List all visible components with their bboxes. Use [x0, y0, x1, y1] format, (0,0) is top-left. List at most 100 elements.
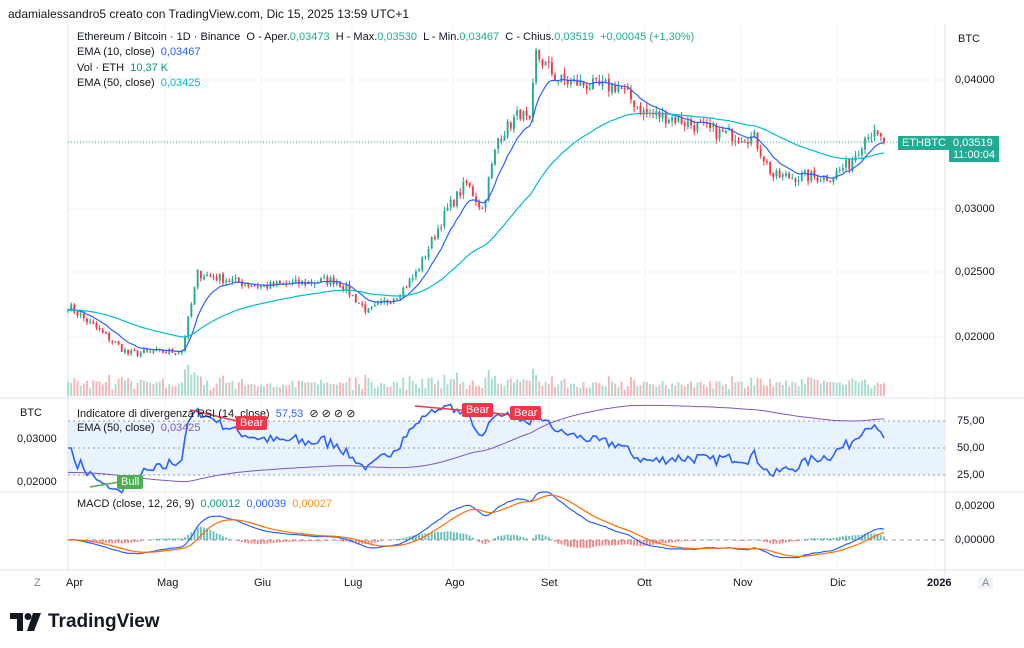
macd-histogram-bar	[168, 538, 171, 540]
macd-histogram-bar	[98, 540, 101, 543]
candle-body	[630, 89, 632, 100]
volume-bar	[206, 380, 209, 396]
volume-bar	[671, 383, 674, 396]
volume-bar	[199, 376, 202, 396]
zoom-button[interactable]: Z	[34, 577, 41, 589]
volume-bar	[864, 379, 866, 396]
macd-tick: 0,00200	[955, 500, 995, 512]
volume-bar	[427, 378, 430, 396]
macd-histogram-bar	[737, 540, 740, 541]
macd-histogram-bar	[690, 540, 693, 541]
macd-histogram-bar	[114, 540, 117, 544]
volume-bar	[769, 378, 772, 396]
volume-bar	[642, 381, 645, 396]
rsi-value: 57,53	[275, 408, 304, 420]
bear-divergence-label: Bear	[510, 406, 542, 420]
volume-bar	[576, 386, 579, 396]
candle-body	[193, 286, 196, 305]
volume-bar	[158, 381, 161, 396]
macd-histogram-bar	[845, 535, 847, 540]
volume-bar	[452, 379, 455, 396]
close-label: C - Chius.	[505, 31, 555, 43]
macd-histogram-bar	[111, 540, 114, 544]
macd-histogram-bar	[278, 540, 281, 543]
macd-histogram-bar	[326, 540, 329, 541]
candle-body	[291, 281, 294, 284]
volume-bar	[408, 376, 411, 396]
macd-histogram-bar	[807, 538, 810, 540]
candle-body	[743, 141, 746, 143]
volume-bar	[740, 381, 743, 396]
volume-bar	[481, 388, 484, 396]
macd-histogram-bar	[519, 536, 522, 540]
macd-histogram-bar	[686, 540, 689, 541]
volume-bar	[437, 380, 439, 396]
candle-body	[883, 137, 885, 143]
macd-histogram-bar	[541, 534, 544, 540]
candle-body	[813, 170, 816, 177]
volume-bar	[645, 382, 648, 396]
rsi-ema-legend[interactable]: EMA (50, close) 0,03425	[77, 422, 201, 434]
macd-histogram-bar	[506, 534, 509, 540]
macd-histogram-bar	[794, 540, 797, 542]
tradingview-logo[interactable]: TradingView	[10, 611, 160, 633]
macd-histogram-bar	[598, 540, 601, 547]
volume-bar	[778, 382, 781, 396]
volume-bar	[788, 386, 791, 396]
macd-histogram-bar	[813, 537, 816, 540]
macd-legend[interactable]: MACD (close, 12, 26, 9) 0,00012 0,00039 …	[77, 498, 332, 510]
macd-histogram-bar	[275, 540, 278, 543]
macd-histogram-bar	[803, 538, 806, 540]
candle-body	[544, 61, 547, 66]
candle-body	[718, 128, 721, 139]
candle-body	[854, 155, 857, 161]
macd-histogram-bar	[585, 540, 588, 549]
macd-histogram-bar	[497, 536, 500, 540]
macd-histogram-bar	[645, 540, 648, 546]
volume-bar	[484, 377, 487, 396]
macd-histogram-bar	[449, 531, 452, 540]
volume-bar	[475, 386, 477, 396]
rsi-legend[interactable]: Indicatore di divergenza RSI (14, close)…	[77, 407, 355, 420]
open-label: O - Aper.	[246, 31, 290, 43]
signal-line	[67, 494, 885, 558]
candle-body	[807, 169, 810, 182]
macd-histogram-bar	[228, 538, 231, 540]
candle-body	[788, 173, 791, 179]
candle-body	[196, 269, 199, 288]
volume-bar	[867, 384, 870, 396]
candle-body	[358, 302, 360, 304]
candle-body	[247, 284, 250, 286]
candle-body	[373, 304, 376, 307]
candle-body	[108, 332, 111, 341]
candle-body	[864, 138, 866, 150]
volume-bar	[177, 383, 180, 396]
auto-scale-button[interactable]: A	[978, 577, 994, 589]
macd-histogram-bar	[418, 534, 421, 540]
macd-histogram-bar	[481, 540, 484, 544]
volume-bar	[339, 382, 341, 396]
bear-divergence-label: Bear	[462, 403, 494, 417]
symbol-legend: Ethereum / Bitcoin · 1D · Binance O - Ap…	[77, 31, 694, 43]
macd-histogram-bar	[494, 538, 496, 540]
volume-bar	[718, 381, 721, 396]
volume-bar	[762, 385, 765, 396]
candle-body	[95, 323, 98, 329]
candle-body	[105, 332, 107, 334]
volume-legend[interactable]: Vol · ETH 10,37 K	[77, 62, 168, 74]
ema50-legend[interactable]: EMA (50, close) 0,03425	[77, 77, 201, 89]
ema10-legend[interactable]: EMA (10, close) 0,03467	[77, 46, 201, 58]
candle-body	[535, 49, 538, 82]
macd-histogram-bar	[769, 540, 772, 544]
volume-bar	[430, 377, 433, 396]
macd-histogram-bar	[705, 539, 708, 540]
volume-bar	[105, 381, 107, 396]
macd-histogram-bar	[272, 540, 275, 544]
volume-bar	[807, 377, 810, 396]
volume-bar	[655, 386, 658, 396]
candle-body	[339, 281, 341, 287]
candle-body	[604, 80, 607, 82]
candle-body	[142, 349, 145, 354]
candle-body	[513, 116, 515, 130]
